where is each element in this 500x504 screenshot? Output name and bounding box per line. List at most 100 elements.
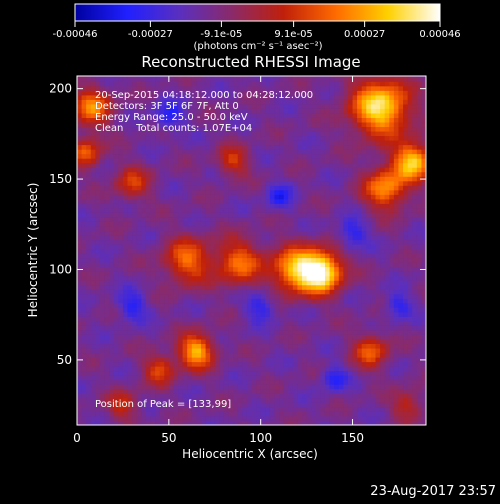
heatmap-cell [82, 136, 87, 141]
heatmap-cell [173, 145, 178, 150]
heatmap-cell [169, 411, 174, 416]
heatmap-cell [132, 258, 137, 263]
heatmap-cell [362, 416, 367, 421]
heatmap-cell [128, 149, 133, 154]
heatmap-cell [311, 172, 316, 177]
heatmap-cell [229, 411, 234, 416]
heatmap-cell [183, 294, 188, 299]
heatmap-cell [100, 258, 105, 263]
heatmap-cell [206, 154, 211, 159]
heatmap-cell [325, 375, 330, 380]
heatmap-cell [247, 199, 252, 204]
heatmap-cell [109, 208, 114, 213]
heatmap-cell [238, 244, 243, 249]
heatmap-cell [339, 149, 344, 154]
heatmap-cell [334, 190, 339, 195]
heatmap-cell [173, 339, 178, 344]
heatmap-cell [343, 253, 348, 258]
heatmap-cell [100, 303, 105, 308]
heatmap-cell [293, 326, 298, 331]
heatmap-cell [311, 307, 316, 312]
heatmap-cell [206, 217, 211, 222]
heatmap-cell [394, 285, 399, 290]
heatmap-cell [160, 321, 165, 326]
heatmap-cell [261, 389, 266, 394]
heatmap-cell [297, 203, 302, 208]
heatmap-cell [320, 307, 325, 312]
heatmap-cell [137, 181, 142, 186]
heatmap-cell [270, 298, 275, 303]
heatmap-cell [398, 249, 403, 254]
heatmap-cell [169, 167, 174, 172]
heatmap-cell [137, 158, 142, 163]
heatmap-cell [403, 380, 408, 385]
heatmap-cell [164, 285, 169, 290]
heatmap-cell [307, 235, 312, 240]
heatmap-cell [330, 375, 335, 380]
colorbar-tick-label: -9.1e-05 [200, 29, 242, 40]
heatmap-cell [339, 357, 344, 362]
heatmap-cell [196, 258, 201, 263]
heatmap-cell [196, 362, 201, 367]
heatmap-cell [100, 249, 105, 254]
heatmap-cell [160, 213, 165, 218]
heatmap-cell [150, 154, 155, 159]
heatmap-cell [288, 267, 293, 272]
heatmap-cell [293, 371, 298, 376]
heatmap-cell [95, 185, 100, 190]
heatmap-cell [155, 222, 160, 227]
heatmap-cell [224, 384, 229, 389]
heatmap-cell [206, 362, 211, 367]
heatmap-cell [173, 344, 178, 349]
heatmap-cell [105, 294, 110, 299]
heatmap-cell [224, 203, 229, 208]
heatmap-cell [389, 411, 394, 416]
heatmap-cell [398, 389, 403, 394]
heatmap-cell [238, 190, 243, 195]
heatmap-cell [320, 393, 325, 398]
heatmap-cell [375, 154, 380, 159]
heatmap-cell [417, 407, 422, 412]
heatmap-cell [77, 185, 82, 190]
heatmap-cell [385, 353, 390, 358]
heatmap-cell [105, 348, 110, 353]
heatmap-cell [375, 389, 380, 394]
heatmap-cell [233, 303, 238, 308]
heatmap-cell [380, 276, 385, 281]
heatmap-cell [284, 253, 289, 258]
heatmap-cell [357, 158, 362, 163]
heatmap-cell [339, 317, 344, 322]
heatmap-cell [353, 357, 358, 362]
heatmap-cell [77, 321, 82, 326]
heatmap-cell [320, 185, 325, 190]
heatmap-cell [279, 371, 284, 376]
heatmap-cell [215, 317, 220, 322]
heatmap-cell [274, 258, 279, 263]
heatmap-cell [91, 181, 96, 186]
heatmap-cell [408, 307, 413, 312]
heatmap-cell [224, 194, 229, 199]
heatmap-cell [224, 344, 229, 349]
heatmap-cell [196, 380, 201, 385]
heatmap-cell [91, 357, 96, 362]
heatmap-cell [173, 389, 178, 394]
heatmap-cell [105, 339, 110, 344]
heatmap-cell [105, 222, 110, 227]
heatmap-cell [123, 181, 128, 186]
heatmap-cell [334, 280, 339, 285]
heatmap-cell [274, 271, 279, 276]
heatmap-cell [242, 344, 247, 349]
heatmap-cell [86, 407, 91, 412]
heatmap-cell [105, 307, 110, 312]
heatmap-cell [398, 190, 403, 195]
heatmap-cell [389, 357, 394, 362]
heatmap-cell [219, 276, 224, 281]
heatmap-cell [169, 294, 174, 299]
heatmap-cell [123, 348, 128, 353]
heatmap-cell [247, 380, 252, 385]
heatmap-cell [334, 371, 339, 376]
heatmap-cell [219, 344, 224, 349]
heatmap-cell [173, 384, 178, 389]
heatmap-cell [229, 176, 234, 181]
